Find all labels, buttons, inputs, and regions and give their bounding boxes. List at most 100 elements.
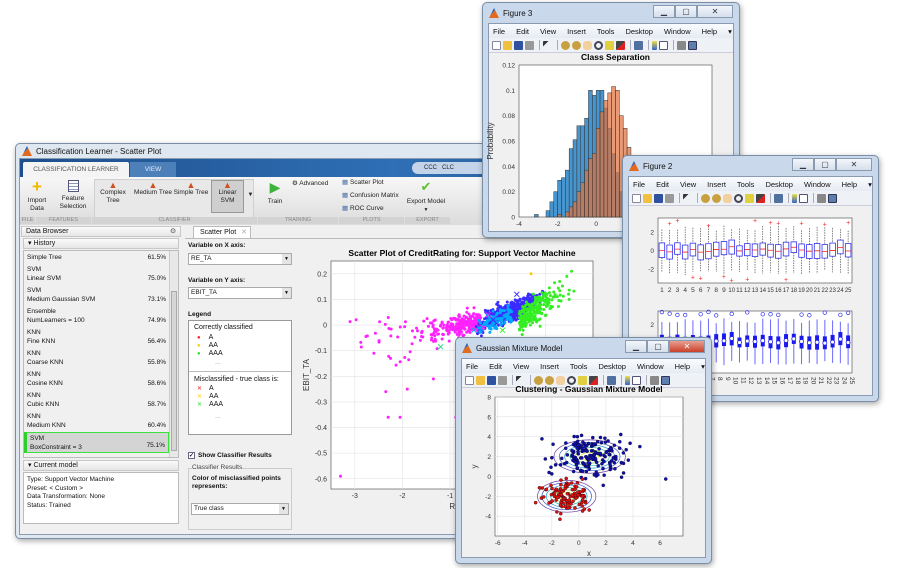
- y-variable-dropdown[interactable]: EBIT_TA ▼: [188, 287, 292, 299]
- medium-tree-button[interactable]: ▲ Medium Tree: [133, 181, 173, 197]
- menu-help[interactable]: Help: [701, 26, 718, 36]
- legend-icon[interactable]: [659, 40, 668, 50]
- history-item[interactable]: SVM Linear SVM 75.0%: [24, 264, 169, 285]
- edit-plot-pointer-icon[interactable]: [683, 193, 692, 203]
- export-model-button[interactable]: ✔ Export Model ▼: [406, 180, 446, 214]
- feature-selection-button[interactable]: Feature Selection: [56, 180, 90, 211]
- menu-edit[interactable]: Edit: [516, 26, 530, 36]
- roc-curve-button[interactable]: ▦ ROC Curve: [342, 205, 384, 213]
- rotate-3d-icon[interactable]: [567, 375, 576, 385]
- menu-desktop[interactable]: Desktop: [625, 26, 653, 36]
- close-tab-icon[interactable]: ✕: [241, 229, 247, 236]
- history-scrollbar[interactable]: [169, 251, 178, 457]
- menu-window[interactable]: Window: [803, 179, 831, 189]
- show-plot-tools-icon[interactable]: [661, 375, 670, 385]
- title-bar[interactable]: Gaussian Mixture Model ▁ ▢ ✕: [456, 338, 711, 358]
- pan-icon[interactable]: [723, 193, 732, 203]
- close-button[interactable]: ✕: [836, 158, 872, 171]
- history-item[interactable]: SVM BoxConstraint = 3 75.1%: [24, 432, 169, 453]
- brush-icon[interactable]: [756, 193, 765, 203]
- print-icon[interactable]: [525, 40, 534, 50]
- confusion-matrix-button[interactable]: ▦ Confusion Matrix: [342, 192, 399, 200]
- edit-plot-pointer-icon[interactable]: [543, 40, 552, 50]
- history-item[interactable]: KNN Coarse KNN 55.8%: [24, 348, 169, 369]
- menu-view[interactable]: View: [513, 361, 530, 371]
- gmm-axes[interactable]: -6 -4 -2 0 2 4 6 8 6 4 2 0 -2 -4 Clustering - Gaussian…: [456, 338, 712, 564]
- gallery-expand-icon[interactable]: ▼: [247, 192, 254, 198]
- rotate-3d-icon[interactable]: [594, 40, 603, 50]
- hide-plot-tools-icon[interactable]: [650, 375, 659, 385]
- pan-icon[interactable]: [556, 375, 565, 385]
- show-plot-tools-icon[interactable]: [828, 193, 837, 203]
- history-header[interactable]: ▾ History: [23, 238, 179, 249]
- zoom-out-icon[interactable]: [572, 40, 581, 50]
- minimize-button[interactable]: ▁: [653, 5, 675, 18]
- zoom-out-icon[interactable]: [545, 375, 554, 385]
- zoom-in-icon[interactable]: [701, 193, 710, 203]
- save-icon[interactable]: [487, 375, 496, 385]
- scatter-plot-button[interactable]: ▦ Scatter Plot: [342, 179, 384, 187]
- title-bar[interactable]: Figure 2 ▁ ▢ ✕: [623, 156, 878, 176]
- tab-classification-learner[interactable]: CLASSIFICATION LEARNER: [23, 162, 129, 177]
- history-item[interactable]: KNN Medium KNN 60.4%: [24, 411, 169, 432]
- colorbar-icon[interactable]: [792, 193, 797, 203]
- menu-overflow-icon[interactable]: ▾: [868, 179, 872, 189]
- menu-tools[interactable]: Tools: [736, 179, 755, 189]
- history-item[interactable]: Ensemble NumLearners = 100 74.9%: [24, 306, 169, 327]
- edit-plot-pointer-icon[interactable]: [516, 375, 525, 385]
- ccc-button[interactable]: CCC: [424, 165, 437, 171]
- menu-view[interactable]: View: [540, 26, 557, 36]
- minimize-button[interactable]: ▁: [625, 340, 647, 353]
- advanced-button[interactable]: ⚙ Advanced: [292, 180, 328, 188]
- menu-tools[interactable]: Tools: [596, 26, 615, 36]
- menu-file[interactable]: File: [633, 179, 646, 189]
- history-item[interactable]: KNN Cosine KNN 58.6%: [24, 369, 169, 390]
- minimize-button[interactable]: ▁: [792, 158, 814, 171]
- pan-icon[interactable]: [583, 40, 592, 50]
- x-variable-dropdown[interactable]: RE_TA ▼: [188, 253, 292, 265]
- complex-tree-button[interactable]: ▲ Complex Tree: [98, 181, 128, 205]
- menu-edit[interactable]: Edit: [489, 361, 503, 371]
- open-file-icon[interactable]: [643, 193, 652, 203]
- scrollbar-thumb[interactable]: [171, 291, 177, 451]
- hide-plot-tools-icon[interactable]: [817, 193, 826, 203]
- title-bar[interactable]: Figure 3 ▁ ▢ ✕: [483, 3, 739, 23]
- train-button[interactable]: ▶ Train: [263, 180, 287, 206]
- colorbar-icon[interactable]: [652, 40, 657, 50]
- menu-view[interactable]: View: [680, 179, 697, 189]
- rotate-3d-icon[interactable]: [734, 193, 743, 203]
- clc-button[interactable]: CLC: [442, 165, 455, 171]
- maximize-button[interactable]: ▢: [675, 5, 697, 18]
- hide-plot-tools-icon[interactable]: [677, 40, 686, 50]
- zoom-in-icon[interactable]: [534, 375, 543, 385]
- close-button[interactable]: ✕: [669, 340, 705, 353]
- new-file-icon[interactable]: [465, 375, 474, 385]
- menu-desktop[interactable]: Desktop: [598, 361, 626, 371]
- menu-help[interactable]: Help: [674, 361, 691, 371]
- menu-overflow-icon[interactable]: ▾: [728, 26, 732, 36]
- menu-insert[interactable]: Insert: [707, 179, 726, 189]
- zoom-out-icon[interactable]: [712, 193, 721, 203]
- title-bar[interactable]: Classification Learner - Scatter Plot: [16, 144, 644, 158]
- collapse-icon[interactable]: ⊙: [170, 228, 176, 235]
- link-plot-icon[interactable]: [607, 375, 616, 385]
- menu-file[interactable]: File: [466, 361, 479, 371]
- link-plot-icon[interactable]: [634, 40, 643, 50]
- menu-insert[interactable]: Insert: [567, 26, 586, 36]
- close-button[interactable]: ✕: [697, 5, 733, 18]
- colorbar-icon[interactable]: [625, 375, 630, 385]
- menu-overflow-icon[interactable]: ▾: [701, 361, 705, 371]
- zoom-in-icon[interactable]: [561, 40, 570, 50]
- print-icon[interactable]: [665, 193, 674, 203]
- menu-file[interactable]: File: [493, 26, 506, 36]
- simple-tree-button[interactable]: ▲ Simple Tree: [173, 181, 209, 197]
- new-file-icon[interactable]: [632, 193, 641, 203]
- show-plot-tools-icon[interactable]: [688, 40, 697, 50]
- data-cursor-icon[interactable]: [605, 40, 614, 50]
- legend-icon[interactable]: [799, 193, 808, 203]
- new-file-icon[interactable]: [492, 40, 501, 50]
- open-file-icon[interactable]: [503, 40, 512, 50]
- save-icon[interactable]: [514, 40, 523, 50]
- import-data-button[interactable]: + Import Data: [23, 178, 51, 213]
- tab-scatter-plot[interactable]: Scatter Plot ✕: [193, 226, 251, 238]
